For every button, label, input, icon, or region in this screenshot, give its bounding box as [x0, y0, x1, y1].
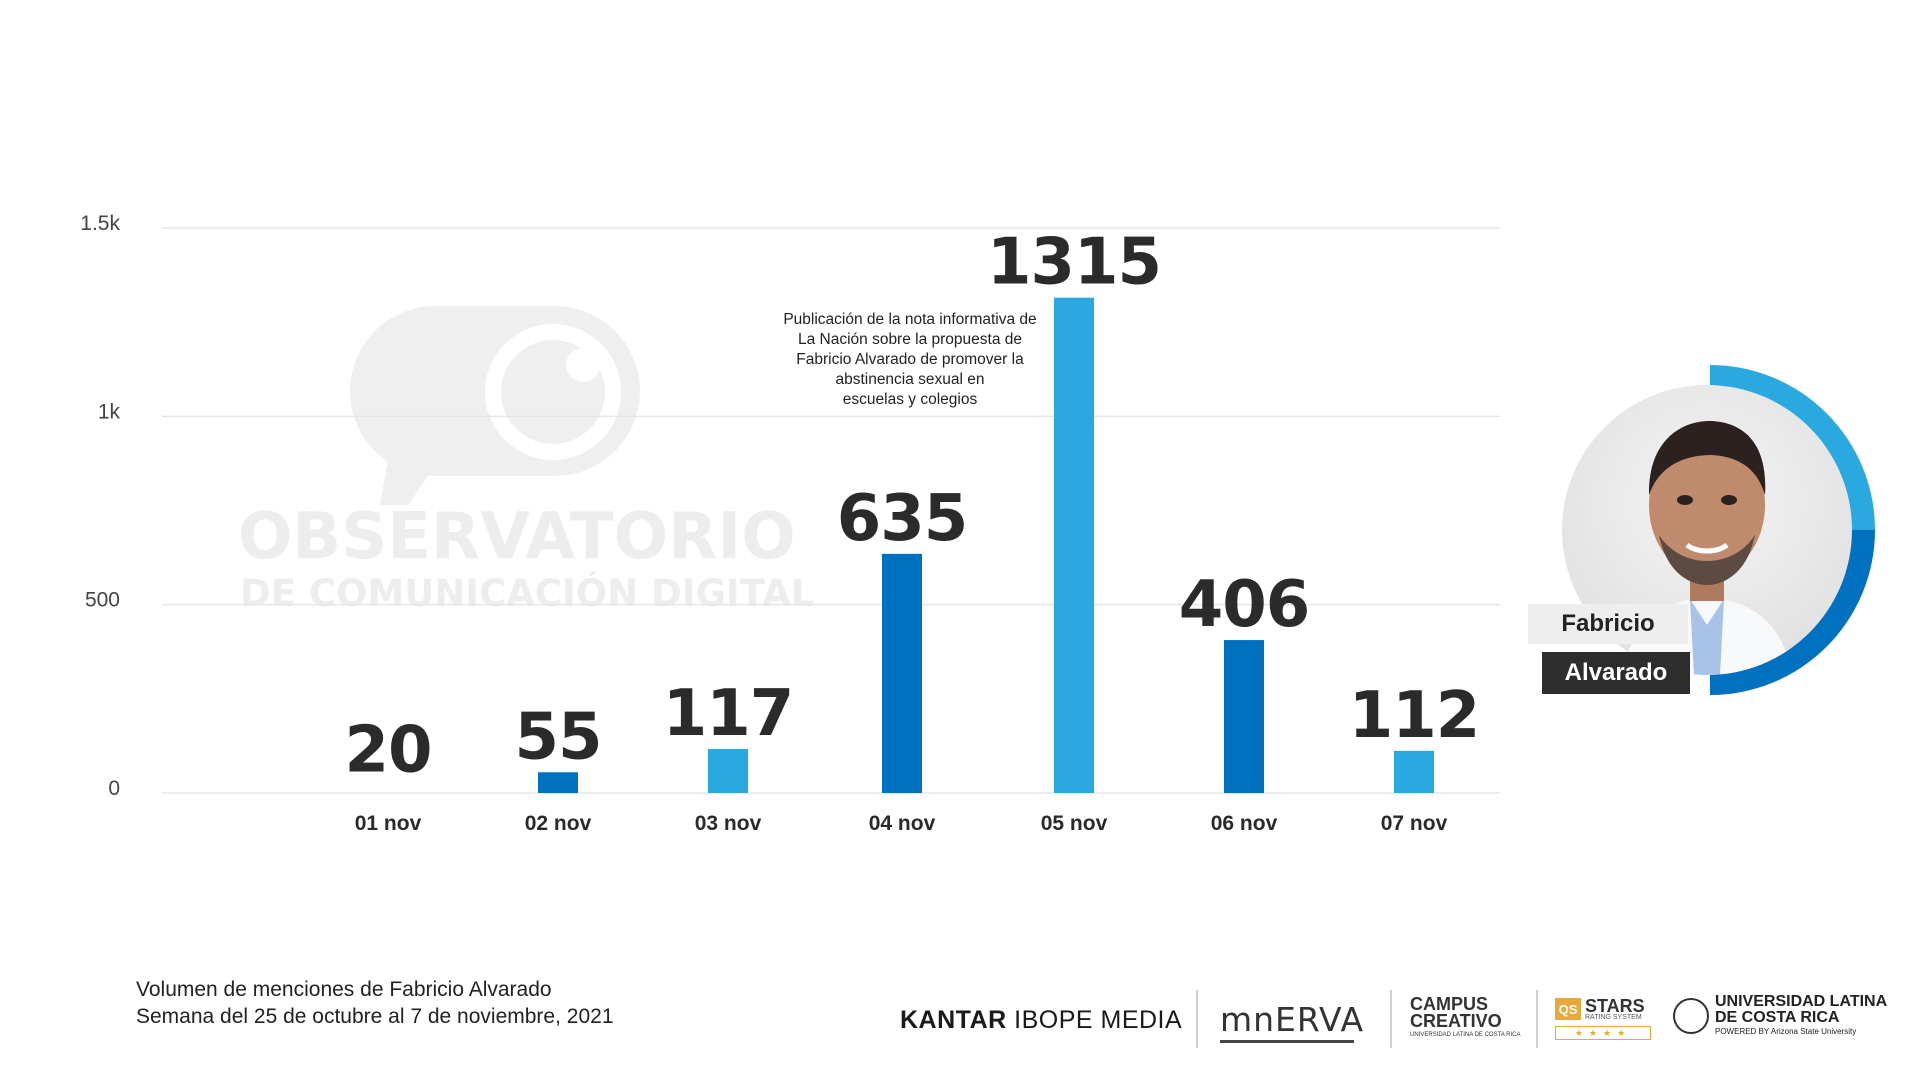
campus-logo-line-1: CAMPUS [1410, 994, 1489, 1014]
minerva-logo: mnERVA [1220, 1000, 1365, 1039]
ulatina-logo: UNIVERSIDAD LATINA DE COSTA RICA POWERED… [1715, 994, 1887, 1038]
logo-divider [1536, 990, 1538, 1048]
chart-labels: 0 500 1k 1.5k 20 01 nov 55 02 nov 117 03 nov 635 04… [80, 212, 1480, 835]
bar [538, 772, 578, 793]
data-label: 112 [1349, 679, 1480, 753]
caption-line-2: Semana del 25 de octubre al 7 de noviemb… [136, 1005, 614, 1028]
bar [1054, 297, 1094, 793]
y-tick-label: 500 [85, 589, 120, 612]
ulatina-logo-line-1: UNIVERSIDAD LATINA [1715, 993, 1888, 1010]
profile-card [1540, 360, 1880, 700]
y-tick-label: 1.5k [80, 212, 120, 235]
bar [882, 553, 922, 793]
globe-icon [1673, 998, 1709, 1034]
logo-divider [1390, 990, 1392, 1048]
chart-caption: Volumen de menciones de Fabricio Alvarad… [136, 976, 614, 1030]
data-label: 1315 [987, 226, 1161, 300]
data-label: 55 [514, 700, 601, 774]
campus-creativo-logo: CAMPUS CREATIVO UNIVERSIDAD LATINA DE CO… [1410, 994, 1521, 1039]
ulatina-logo-line-2: DE COSTA RICA [1715, 1009, 1840, 1026]
x-tick-label: 06 nov [1211, 812, 1278, 835]
bar [1394, 750, 1434, 793]
qs-stars-text: STARS [1585, 996, 1645, 1016]
x-tick-label: 01 nov [355, 812, 422, 835]
qs-rating-text: RATING SYSTEM [1585, 1014, 1642, 1021]
y-tick-label: 1k [98, 400, 121, 423]
data-label: 20 [344, 713, 431, 787]
kantar-ibope-logo: KANTAR IBOPE MEDIA [900, 1006, 1182, 1035]
profile-first-name: Fabricio [1528, 604, 1688, 644]
bar [708, 748, 748, 793]
x-tick-label: 05 nov [1041, 812, 1108, 835]
eye-highlight [566, 348, 600, 382]
profile-last-name: Alvarado [1542, 652, 1690, 694]
x-tick-label: 04 nov [869, 812, 936, 835]
chart-bars [538, 297, 1434, 793]
chart-annotation: Publicación de la nota informativa de La… [783, 311, 1037, 408]
kantar-logo-rest: IBOPE MEDIA [1006, 1006, 1183, 1034]
data-label: 635 [837, 482, 968, 556]
data-label: 117 [663, 677, 794, 751]
qs-box: QS [1555, 998, 1581, 1020]
x-tick-label: 03 nov [695, 812, 762, 835]
watermark-subtitle: DE COMUNICACIÓN DIGITAL [240, 572, 815, 615]
caption-line-1: Volumen de menciones de Fabricio Alvarad… [136, 978, 552, 1001]
qs-star-bar: ★★★★ [1555, 1026, 1651, 1040]
campus-logo-line-2: CREATIVO [1410, 1011, 1502, 1031]
ulatina-logo-small: POWERED BY Arizona State University [1715, 1027, 1857, 1036]
chart-grid [162, 227, 1500, 794]
x-tick-label: 07 nov [1381, 812, 1448, 835]
bar [1224, 640, 1264, 793]
sponsor-logos: KANTAR IBOPE MEDIA mnERVA CAMPUS CREATIV… [900, 990, 1900, 1050]
y-tick-label: 0 [108, 777, 120, 800]
data-label: 406 [1179, 568, 1310, 642]
watermark-title: OBSERVATORIO [238, 500, 796, 574]
kantar-logo-bold: KANTAR [900, 1006, 1007, 1034]
watermark-logo: OBSERVATORIO DE COMUNICACIÓN DIGITAL [230, 300, 814, 620]
minerva-logo-underline [1220, 1040, 1354, 1043]
logo-divider [1196, 990, 1198, 1048]
campus-logo-small: UNIVERSIDAD LATINA DE COSTA RICA [1410, 1032, 1521, 1038]
x-tick-label: 02 nov [525, 812, 592, 835]
